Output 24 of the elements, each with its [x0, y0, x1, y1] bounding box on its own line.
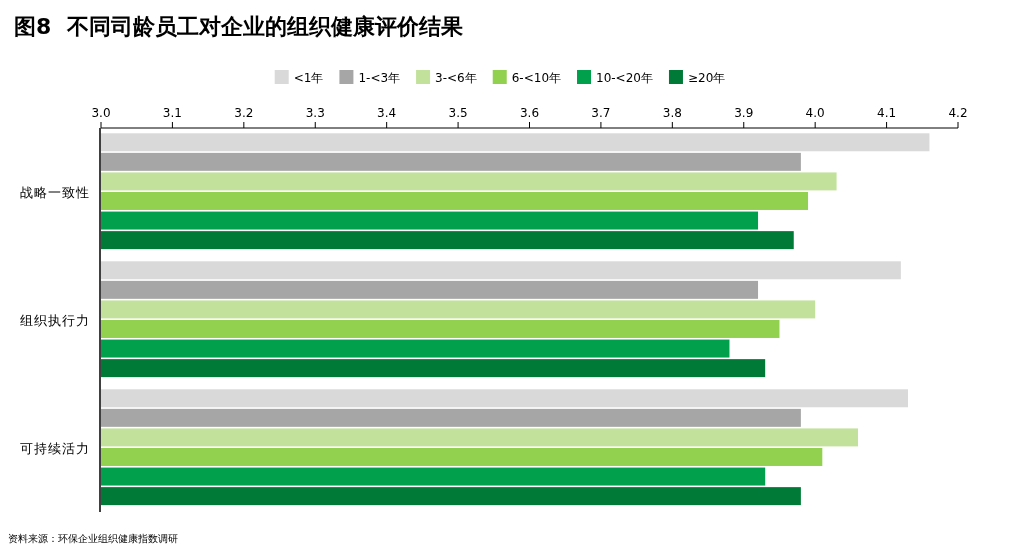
x-tick-label: 3.4 — [377, 106, 397, 120]
x-tick-label: 3.0 — [91, 106, 111, 120]
legend-label: 1-<3年 — [358, 70, 401, 85]
title: 图8 不同司龄员工对企业的组织健康评价结果 — [14, 14, 463, 39]
x-tick-label: 3.2 — [234, 106, 254, 120]
legend-label: 10-<20年 — [596, 70, 653, 85]
x-tick-label: 4.1 — [877, 106, 897, 120]
legend-label: 6-<10年 — [511, 70, 562, 85]
x-tick-label: 3.9 — [734, 106, 754, 120]
x-tick-label: 3.3 — [305, 106, 325, 120]
y-tick-label: 战略一致性 — [20, 184, 90, 200]
y-tick-label: 可持续活力 — [20, 440, 90, 456]
x-tick-label: 4.2 — [948, 106, 968, 120]
x-tick-label: 3.1 — [162, 106, 182, 120]
legend-label: 3-<6年 — [435, 70, 477, 85]
x-tick-label: 3.7 — [591, 106, 611, 120]
y-tick-label: 组织执行力 — [20, 312, 90, 328]
x-tick-label: 3.5 — [448, 106, 468, 120]
x-tick-label: 4.0 — [805, 106, 825, 120]
x-tick-label: 3.8 — [662, 106, 682, 120]
legend-label: <1年 — [293, 70, 324, 85]
x-tick-label: 3.6 — [519, 106, 540, 120]
annotation: 资料来源：环保企业组织健康指数调研 — [8, 533, 178, 544]
legend-label: ≥20年 — [687, 70, 726, 85]
